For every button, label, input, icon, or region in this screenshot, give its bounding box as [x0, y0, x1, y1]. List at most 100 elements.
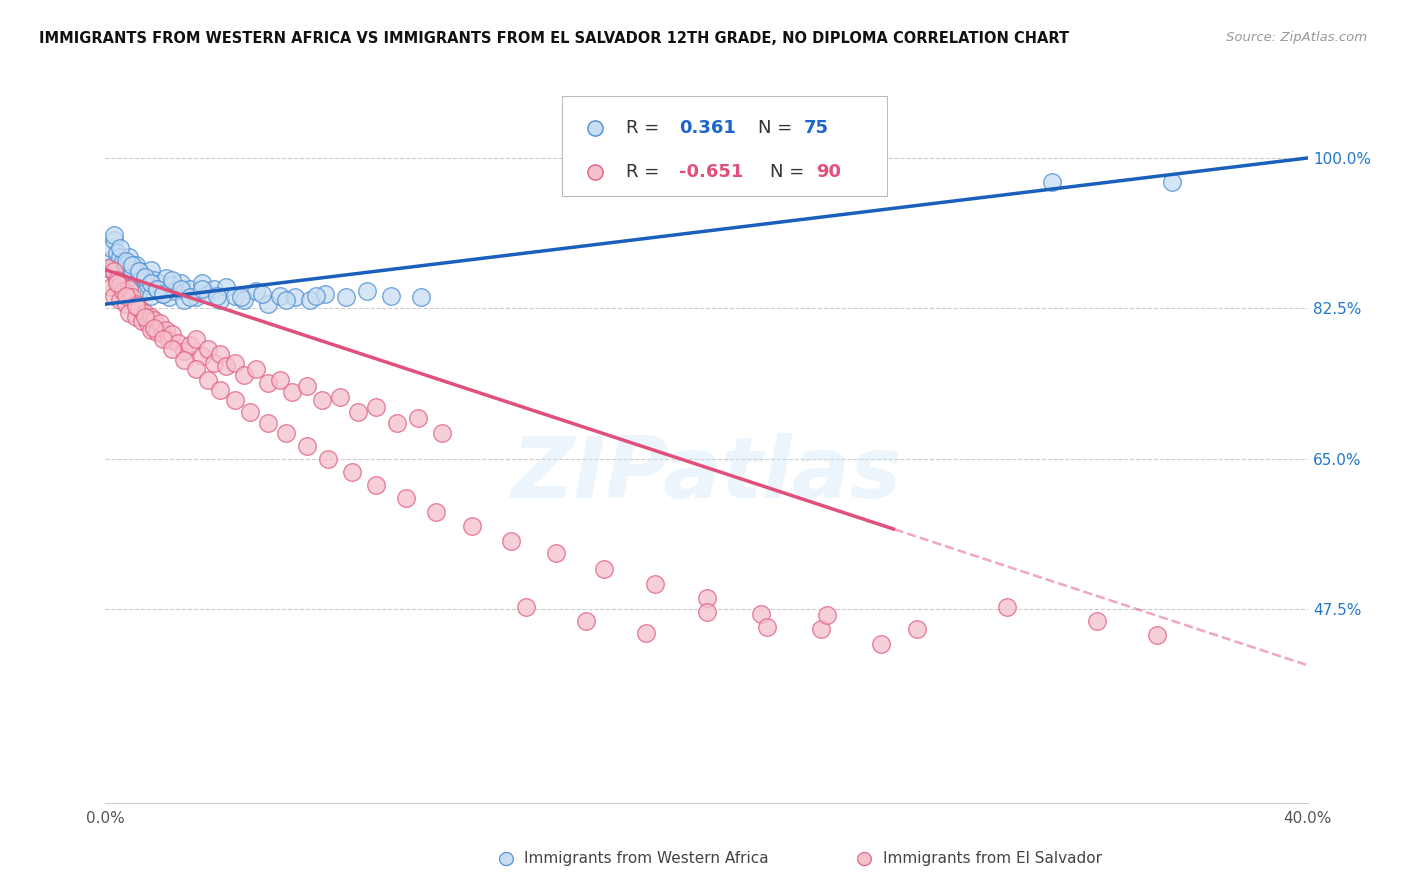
Point: [395, 491, 418, 505]
Point: [131, 269, 153, 284]
Point: [169, 282, 191, 296]
Point: [335, 290, 357, 304]
Point: [197, 286, 219, 301]
Point: [202, 282, 225, 296]
Point: [232, 368, 254, 382]
Point: [124, 310, 146, 324]
Point: [152, 327, 174, 342]
Point: [139, 276, 162, 290]
Point: [1146, 628, 1168, 642]
Text: ●: ●: [856, 848, 873, 868]
Point: [142, 321, 165, 335]
Point: [406, 410, 429, 425]
Point: [269, 373, 291, 387]
Point: [103, 264, 125, 278]
Point: [256, 376, 278, 391]
Point: [425, 505, 447, 519]
Point: [145, 325, 167, 339]
Text: R =: R =: [626, 119, 665, 136]
Point: [152, 286, 174, 301]
Point: [148, 316, 170, 330]
Point: [169, 276, 191, 290]
Point: [139, 310, 162, 324]
Point: [190, 282, 212, 296]
Point: [295, 379, 318, 393]
FancyBboxPatch shape: [562, 96, 887, 196]
Point: [124, 276, 146, 290]
Point: [224, 356, 246, 370]
Point: [229, 290, 252, 304]
Point: [995, 599, 1018, 614]
Point: [118, 306, 141, 320]
Point: [112, 254, 135, 268]
Point: [208, 293, 231, 307]
Point: [197, 342, 219, 356]
Point: [197, 373, 219, 387]
Point: [110, 250, 132, 264]
Point: [145, 282, 167, 296]
Point: [245, 285, 267, 299]
Point: [256, 416, 278, 430]
Point: [139, 288, 162, 302]
Point: [644, 576, 666, 591]
Point: [107, 276, 129, 290]
Point: [593, 562, 616, 576]
Point: [329, 390, 352, 404]
Text: 75: 75: [804, 119, 830, 136]
Point: [103, 288, 125, 302]
Point: [139, 262, 162, 277]
Point: [202, 356, 225, 370]
Point: [815, 608, 838, 623]
Point: [128, 264, 150, 278]
Point: [103, 233, 125, 247]
Text: N =: N =: [758, 119, 799, 136]
Point: [136, 316, 159, 330]
Point: [112, 285, 135, 299]
Point: [152, 332, 174, 346]
Point: [131, 314, 153, 328]
Point: [239, 404, 262, 418]
Point: [214, 359, 236, 373]
Point: [364, 401, 387, 415]
Text: ZIPatlas: ZIPatlas: [512, 433, 901, 516]
Point: [121, 262, 143, 277]
Point: [103, 259, 125, 273]
Point: [115, 254, 138, 268]
Point: [340, 465, 363, 479]
Point: [298, 293, 321, 307]
Point: [281, 384, 304, 399]
Point: [173, 293, 195, 307]
Point: [160, 273, 183, 287]
Point: [636, 625, 658, 640]
Point: [139, 323, 162, 337]
Point: [430, 426, 453, 441]
Point: [107, 245, 129, 260]
Point: [110, 293, 132, 307]
Point: [121, 259, 143, 273]
Point: [107, 271, 129, 285]
Point: [124, 299, 146, 313]
Point: [110, 241, 132, 255]
Point: [245, 361, 267, 376]
Point: [184, 290, 207, 304]
Point: [205, 288, 228, 302]
Text: ○: ○: [498, 848, 515, 868]
Point: [380, 288, 402, 302]
Point: [128, 264, 150, 278]
Point: [100, 280, 122, 294]
Point: [118, 282, 141, 296]
Point: [160, 327, 183, 342]
Point: [385, 416, 408, 430]
Point: [696, 591, 718, 606]
Text: -0.651: -0.651: [679, 163, 744, 181]
Point: [305, 288, 328, 302]
Point: [128, 285, 150, 299]
Point: [160, 278, 183, 293]
Point: [124, 297, 146, 311]
Text: N =: N =: [770, 163, 810, 181]
Point: [121, 280, 143, 294]
Point: [134, 269, 156, 284]
Point: [173, 344, 195, 359]
Point: [97, 254, 120, 268]
Point: [364, 477, 387, 491]
